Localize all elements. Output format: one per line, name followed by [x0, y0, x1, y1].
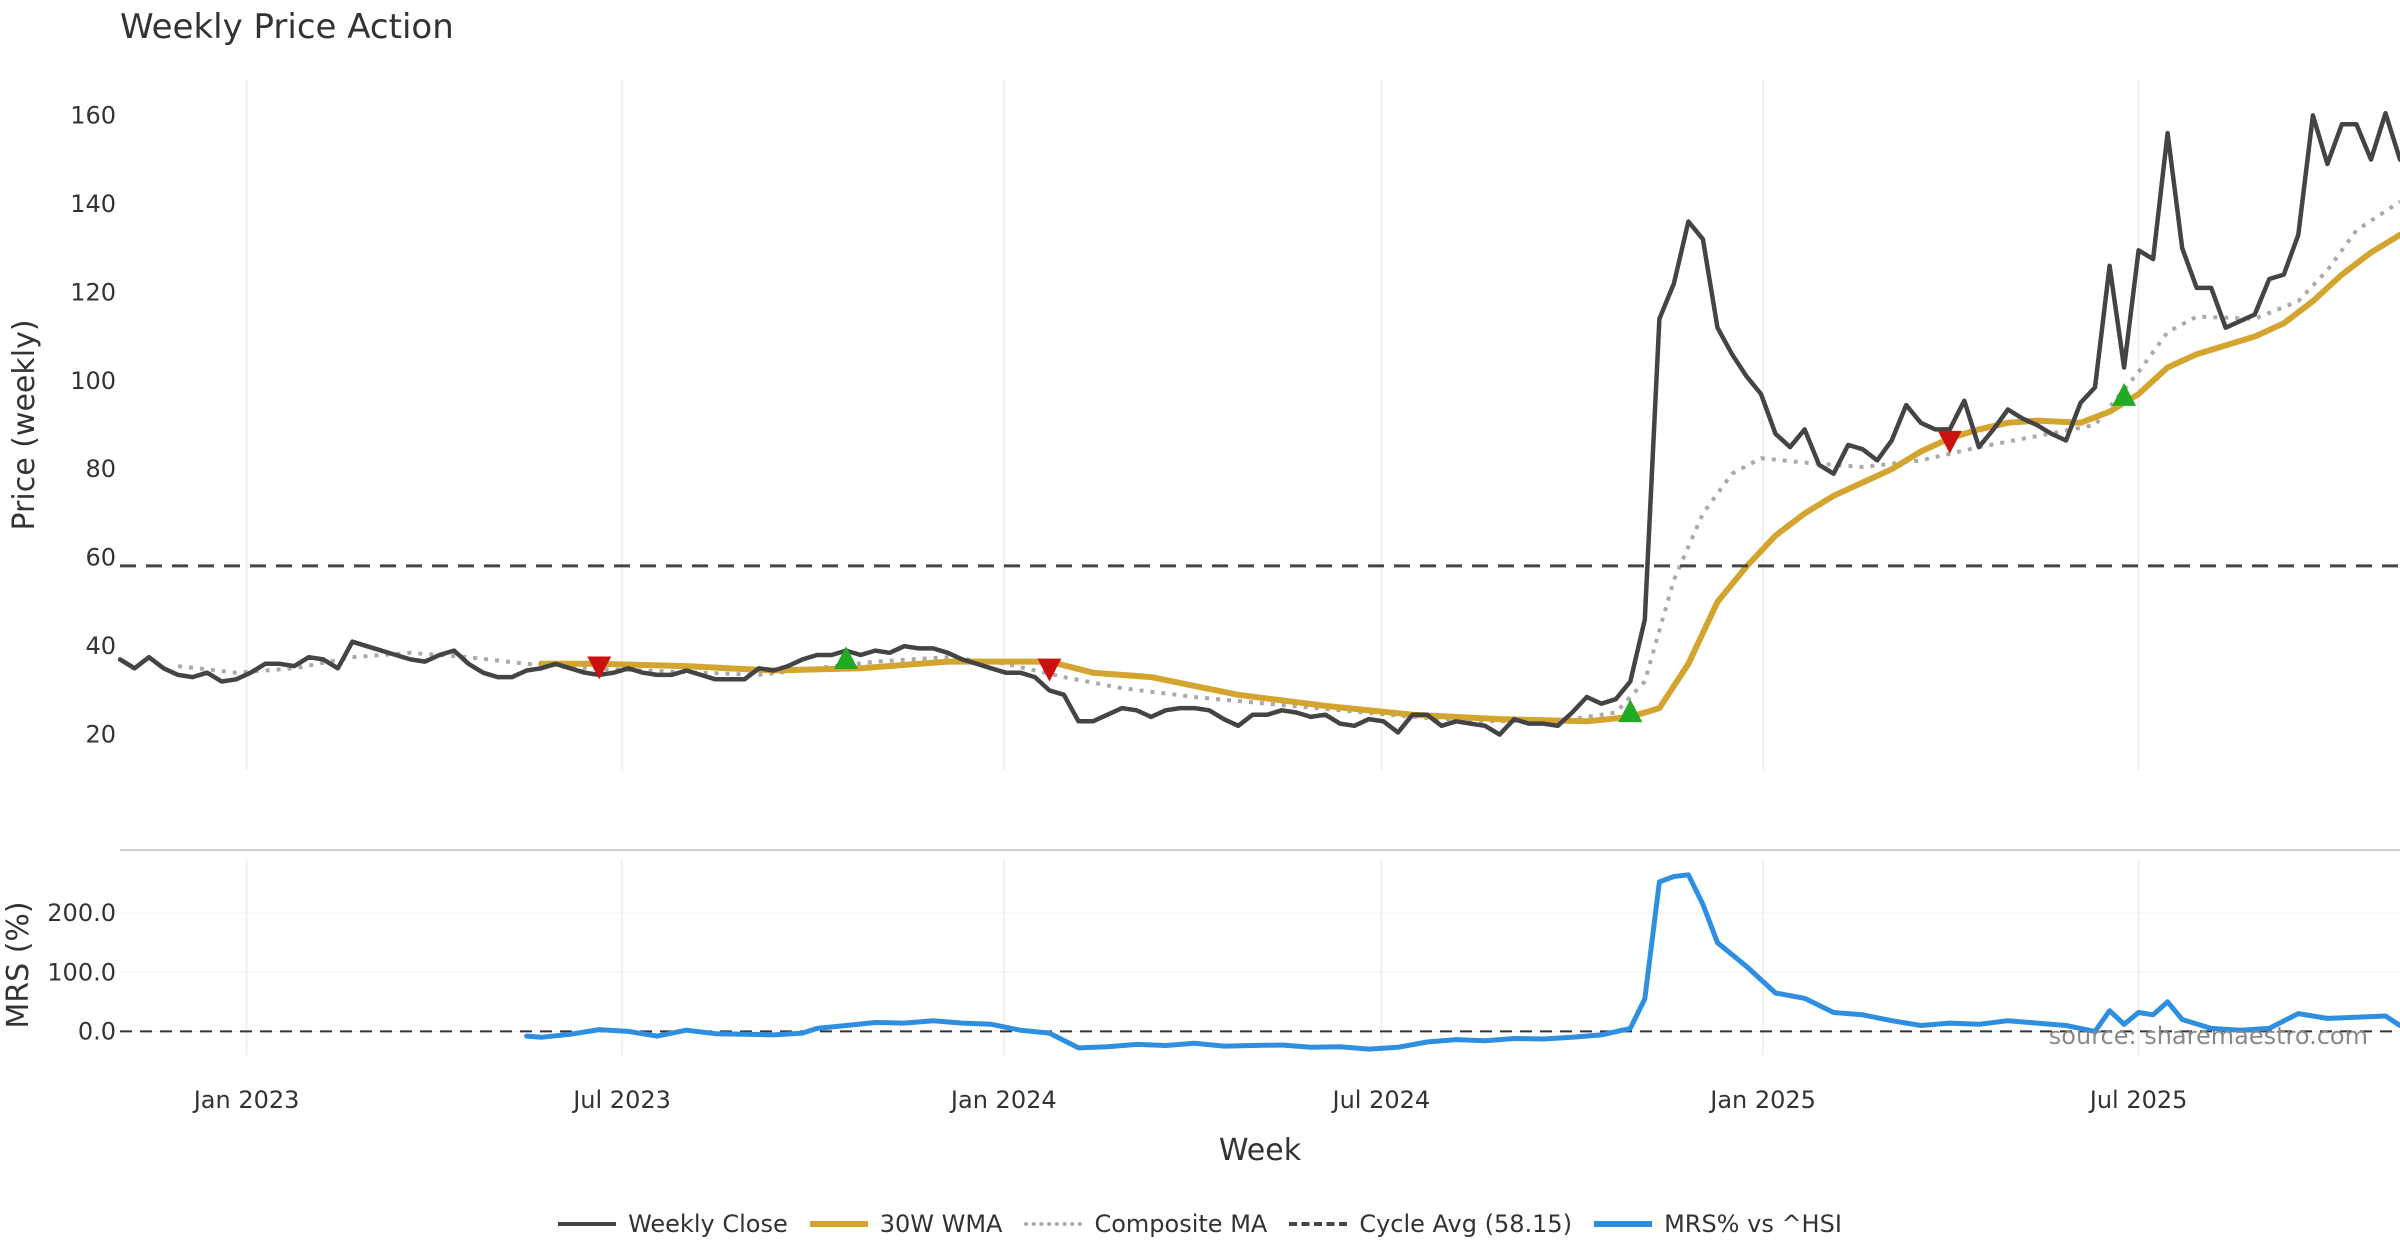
- legend-label-weekly-close: Weekly Close: [628, 1210, 788, 1238]
- legend-label-composite-ma: Composite MA: [1094, 1210, 1268, 1238]
- price-y-tick-label: 160: [70, 101, 116, 129]
- x-tick-label: Jul 2024: [1331, 1086, 1431, 1114]
- price-panel-gridlines: [245, 80, 2140, 770]
- price-y-axis-label: Price (weekly): [7, 319, 42, 530]
- legend-swatch-composite-ma: [1024, 1222, 1083, 1226]
- price-y-tick-labels: 20 40 60 80 100 120 140 160: [70, 101, 116, 748]
- signal-markers: [587, 383, 2137, 723]
- x-tick-label: Jul 2023: [571, 1086, 671, 1114]
- legend-item-mrs: MRS% vs ^HSI: [1594, 1210, 1842, 1238]
- legend-label-cycle-avg: Cycle Avg (58.15): [1359, 1210, 1573, 1238]
- buy-signal-marker: [2112, 383, 2137, 406]
- price-y-tick-label: 20: [85, 721, 116, 749]
- source-note: source: sharemaestro.com: [2049, 1022, 2368, 1050]
- legend-item-weekly-close: Weekly Close: [558, 1210, 788, 1238]
- legend-item-composite-ma: Composite MA: [1024, 1210, 1267, 1238]
- price-series-lines: [117, 110, 2400, 737]
- legend-item-cycle-avg: Cycle Avg (58.15): [1289, 1210, 1572, 1238]
- price-y-tick-label: 100: [70, 367, 116, 395]
- sell-signal-marker: [1037, 658, 1062, 682]
- price-y-tick-label: 120: [70, 278, 116, 306]
- chart-legend: Weekly Close 30W WMA Composite MA Cycle …: [0, 1210, 2400, 1238]
- legend-swatch-weekly-close: [558, 1222, 617, 1226]
- x-tick-label: Jan 2024: [949, 1086, 1057, 1114]
- sell-signal-marker: [587, 656, 612, 680]
- x-tick-labels: Jan 2023 Jul 2023 Jan 2024 Jul 2024 Jan 2025…: [192, 1086, 2188, 1114]
- buy-signal-marker: [834, 646, 859, 670]
- series-line-composite-ma: [177, 199, 2400, 724]
- buy-signal-marker: [1618, 699, 1643, 723]
- mrs-y-tick-labels: 200.0 100.0 0.0: [47, 899, 116, 1045]
- x-axis-label: Week: [1219, 1133, 1302, 1168]
- legend-label-mrs: MRS% vs ^HSI: [1664, 1210, 1842, 1238]
- legend-swatch-30w-wma: [809, 1221, 868, 1227]
- mrs-series-lines: [120, 872, 2400, 1052]
- series-line-30w-wma: [538, 231, 2400, 725]
- price-y-tick-label: 60: [85, 544, 116, 572]
- legend-label-30w-wma: 30W WMA: [879, 1210, 1003, 1238]
- legend-item-30w-wma: 30W WMA: [809, 1210, 1003, 1238]
- x-tick-label: Jan 2023: [192, 1086, 300, 1114]
- chart-title: Weekly Price Action: [120, 7, 454, 47]
- mrs-y-tick-label: 0.0: [78, 1017, 116, 1045]
- x-tick-label: Jan 2025: [1708, 1086, 1816, 1114]
- price-y-tick-label: 80: [85, 455, 116, 483]
- series-line-mrs-vs-hsi: [524, 872, 2400, 1052]
- sell-signal-marker: [1937, 430, 1962, 454]
- legend-swatch-mrs: [1594, 1221, 1653, 1227]
- price-y-tick-label: 40: [85, 632, 116, 660]
- series-line-weekly-close: [117, 110, 2400, 737]
- mrs-y-tick-label: 200.0: [47, 899, 116, 927]
- price-y-tick-label: 140: [70, 190, 116, 218]
- legend-swatch-cycle-avg: [1289, 1222, 1348, 1226]
- x-tick-label: Jul 2025: [2088, 1086, 2188, 1114]
- mrs-y-tick-label: 100.0: [47, 958, 116, 986]
- mrs-y-axis-label: MRS (%): [1, 901, 36, 1028]
